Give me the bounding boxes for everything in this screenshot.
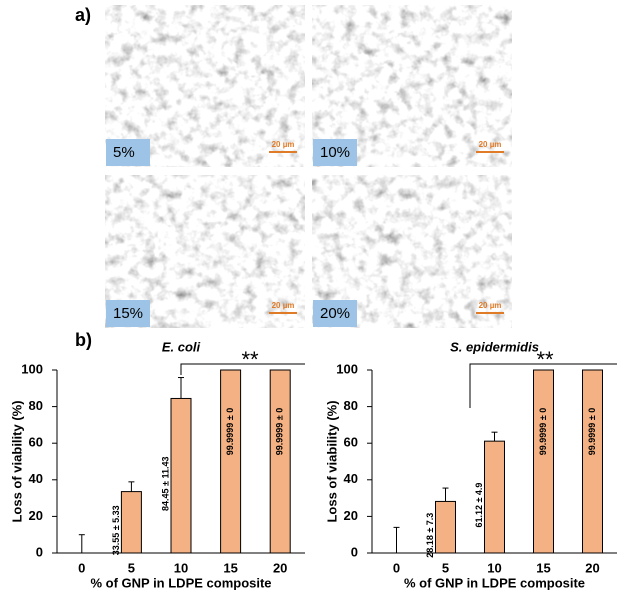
x-tick-label: 20 (585, 560, 599, 575)
x-tick-label: 20 (273, 560, 287, 575)
y-tick-label: 80 (344, 398, 358, 413)
y-tick-label: 40 (344, 471, 358, 486)
image-label-box (106, 139, 150, 166)
bar (170, 397, 192, 554)
value-label: 28.18 ± 7.3 (425, 513, 435, 558)
y-tick-label: 100 (21, 361, 43, 376)
x-tick-label: 10 (487, 560, 501, 575)
x-tick-label: 5 (442, 560, 449, 575)
value-label: 99.9999 ± 0 (587, 408, 597, 455)
scale-bar-label: 20 µm (272, 301, 295, 310)
scale-bar-label: 20 µm (272, 140, 295, 149)
x-axis-label: % of GNP in LDPE composite (404, 575, 585, 590)
value-label: 99.9999 ± 0 (538, 408, 548, 455)
y-axis-label: Loss of viability (%) (9, 400, 24, 522)
image-label-box (313, 300, 357, 327)
y-tick-label: 0 (36, 544, 43, 559)
value-label: 99.9999 ± 0 (225, 408, 235, 455)
scale-bar-label: 20 µm (479, 140, 502, 149)
y-tick-label: 80 (29, 398, 43, 413)
y-tick-label: 60 (29, 435, 43, 450)
y-axis-label: Loss of viability (%) (324, 400, 339, 522)
panel-label: a) (75, 5, 91, 25)
y-tick-label: 20 (29, 508, 43, 523)
bar (533, 369, 554, 554)
y-tick-label: 0 (351, 544, 358, 559)
bar (220, 369, 242, 554)
scale-bar-label: 20 µm (479, 301, 502, 310)
bar (582, 369, 603, 554)
image-label: 5% (113, 144, 135, 161)
value-label: 99.9999 ± 0 (275, 408, 285, 455)
chart-title: E. coli (162, 339, 201, 354)
image-label-box (106, 300, 150, 327)
bar (269, 369, 291, 554)
value-label: 84.45 ± 11.43 (160, 456, 170, 511)
y-tick-label: 60 (344, 435, 358, 450)
value-label: 61.12 ± 4.9 (474, 483, 484, 528)
x-tick-label: 0 (393, 560, 400, 575)
value-label: 33.55 ± 5.33 (111, 505, 121, 555)
image-label: 20% (320, 305, 350, 322)
x-axis-label: % of GNP in LDPE composite (90, 575, 271, 590)
significance-bracket (180, 363, 305, 375)
image-label: 10% (320, 144, 350, 161)
x-tick-label: 0 (78, 560, 85, 575)
significance-label: ** (241, 347, 259, 372)
panel-label: b) (75, 330, 92, 350)
significance-bracket (469, 363, 617, 408)
chart-title: S. epidermidis (450, 339, 539, 354)
bar (120, 491, 142, 554)
image-label: 15% (113, 305, 143, 322)
significance-label: ** (536, 347, 554, 372)
x-tick-label: 15 (223, 560, 237, 575)
image-label-box (313, 139, 357, 166)
bar (484, 440, 505, 554)
x-tick-label: 10 (174, 560, 188, 575)
y-tick-label: 20 (344, 508, 358, 523)
x-tick-label: 5 (128, 560, 135, 575)
x-tick-label: 15 (536, 560, 550, 575)
y-tick-label: 40 (29, 471, 43, 486)
y-tick-label: 100 (336, 361, 358, 376)
bar (435, 500, 456, 554)
